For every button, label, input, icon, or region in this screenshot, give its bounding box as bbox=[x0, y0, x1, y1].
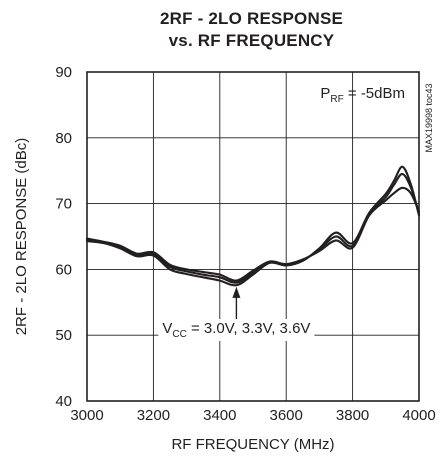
condition-label-main: P bbox=[320, 85, 330, 102]
series-line-1 bbox=[85, 165, 421, 287]
chart-series-group bbox=[85, 165, 421, 287]
condition-label-sub: RF bbox=[330, 94, 343, 105]
x-tick-label: 3000 bbox=[70, 407, 103, 424]
y-tick-label: 90 bbox=[55, 64, 72, 81]
x-axis-label: RF FREQUENCY (MHz) bbox=[171, 436, 334, 453]
series-line-3 bbox=[85, 186, 421, 282]
x-tick-label: 3600 bbox=[270, 407, 303, 424]
series-line-2 bbox=[85, 172, 421, 284]
side-code-label: MAX19998 toc43 bbox=[424, 83, 434, 152]
vcc-annotation-main: V bbox=[162, 320, 172, 337]
y-tick-label: 40 bbox=[55, 393, 72, 410]
vcc-annotation-text: VCC = 3.0V, 3.3V, 3.6V bbox=[162, 320, 310, 340]
vcc-annotation-sub: CC bbox=[172, 329, 186, 340]
y-tick-label: 70 bbox=[55, 196, 72, 213]
chart-title-line2: vs. RF FREQUENCY bbox=[168, 31, 335, 50]
tick-labels: 3000 3200 3400 3600 3800 4000 40 50 60 70 80 90 bbox=[55, 64, 435, 424]
chart-title-line1: 2RF - 2LO RESPONSE bbox=[159, 9, 344, 28]
vcc-annotation: VCC = 3.0V, 3.3V, 3.6V bbox=[158, 286, 315, 341]
plot-frame bbox=[86, 71, 420, 402]
y-tick-label: 50 bbox=[55, 327, 72, 344]
y-tick-label: 60 bbox=[55, 261, 72, 278]
condition-label-rest: = -5dBm bbox=[344, 85, 405, 102]
x-tick-label: 3800 bbox=[336, 407, 369, 424]
vcc-annotation-background bbox=[158, 319, 315, 341]
y-tick-label: 80 bbox=[55, 130, 72, 147]
y-axis-label: 2RF - 2LO RESPONSE (dBc) bbox=[13, 138, 30, 336]
chart-grid bbox=[87, 72, 419, 401]
condition-label: PRF = -5dBm bbox=[320, 85, 405, 105]
x-tick-label: 3200 bbox=[137, 407, 170, 424]
x-tick-label: 4000 bbox=[402, 407, 435, 424]
x-tick-label: 3400 bbox=[203, 407, 236, 424]
vcc-annotation-rest: = 3.0V, 3.3V, 3.6V bbox=[187, 320, 311, 337]
vcc-annotation-arrowhead bbox=[232, 286, 241, 298]
